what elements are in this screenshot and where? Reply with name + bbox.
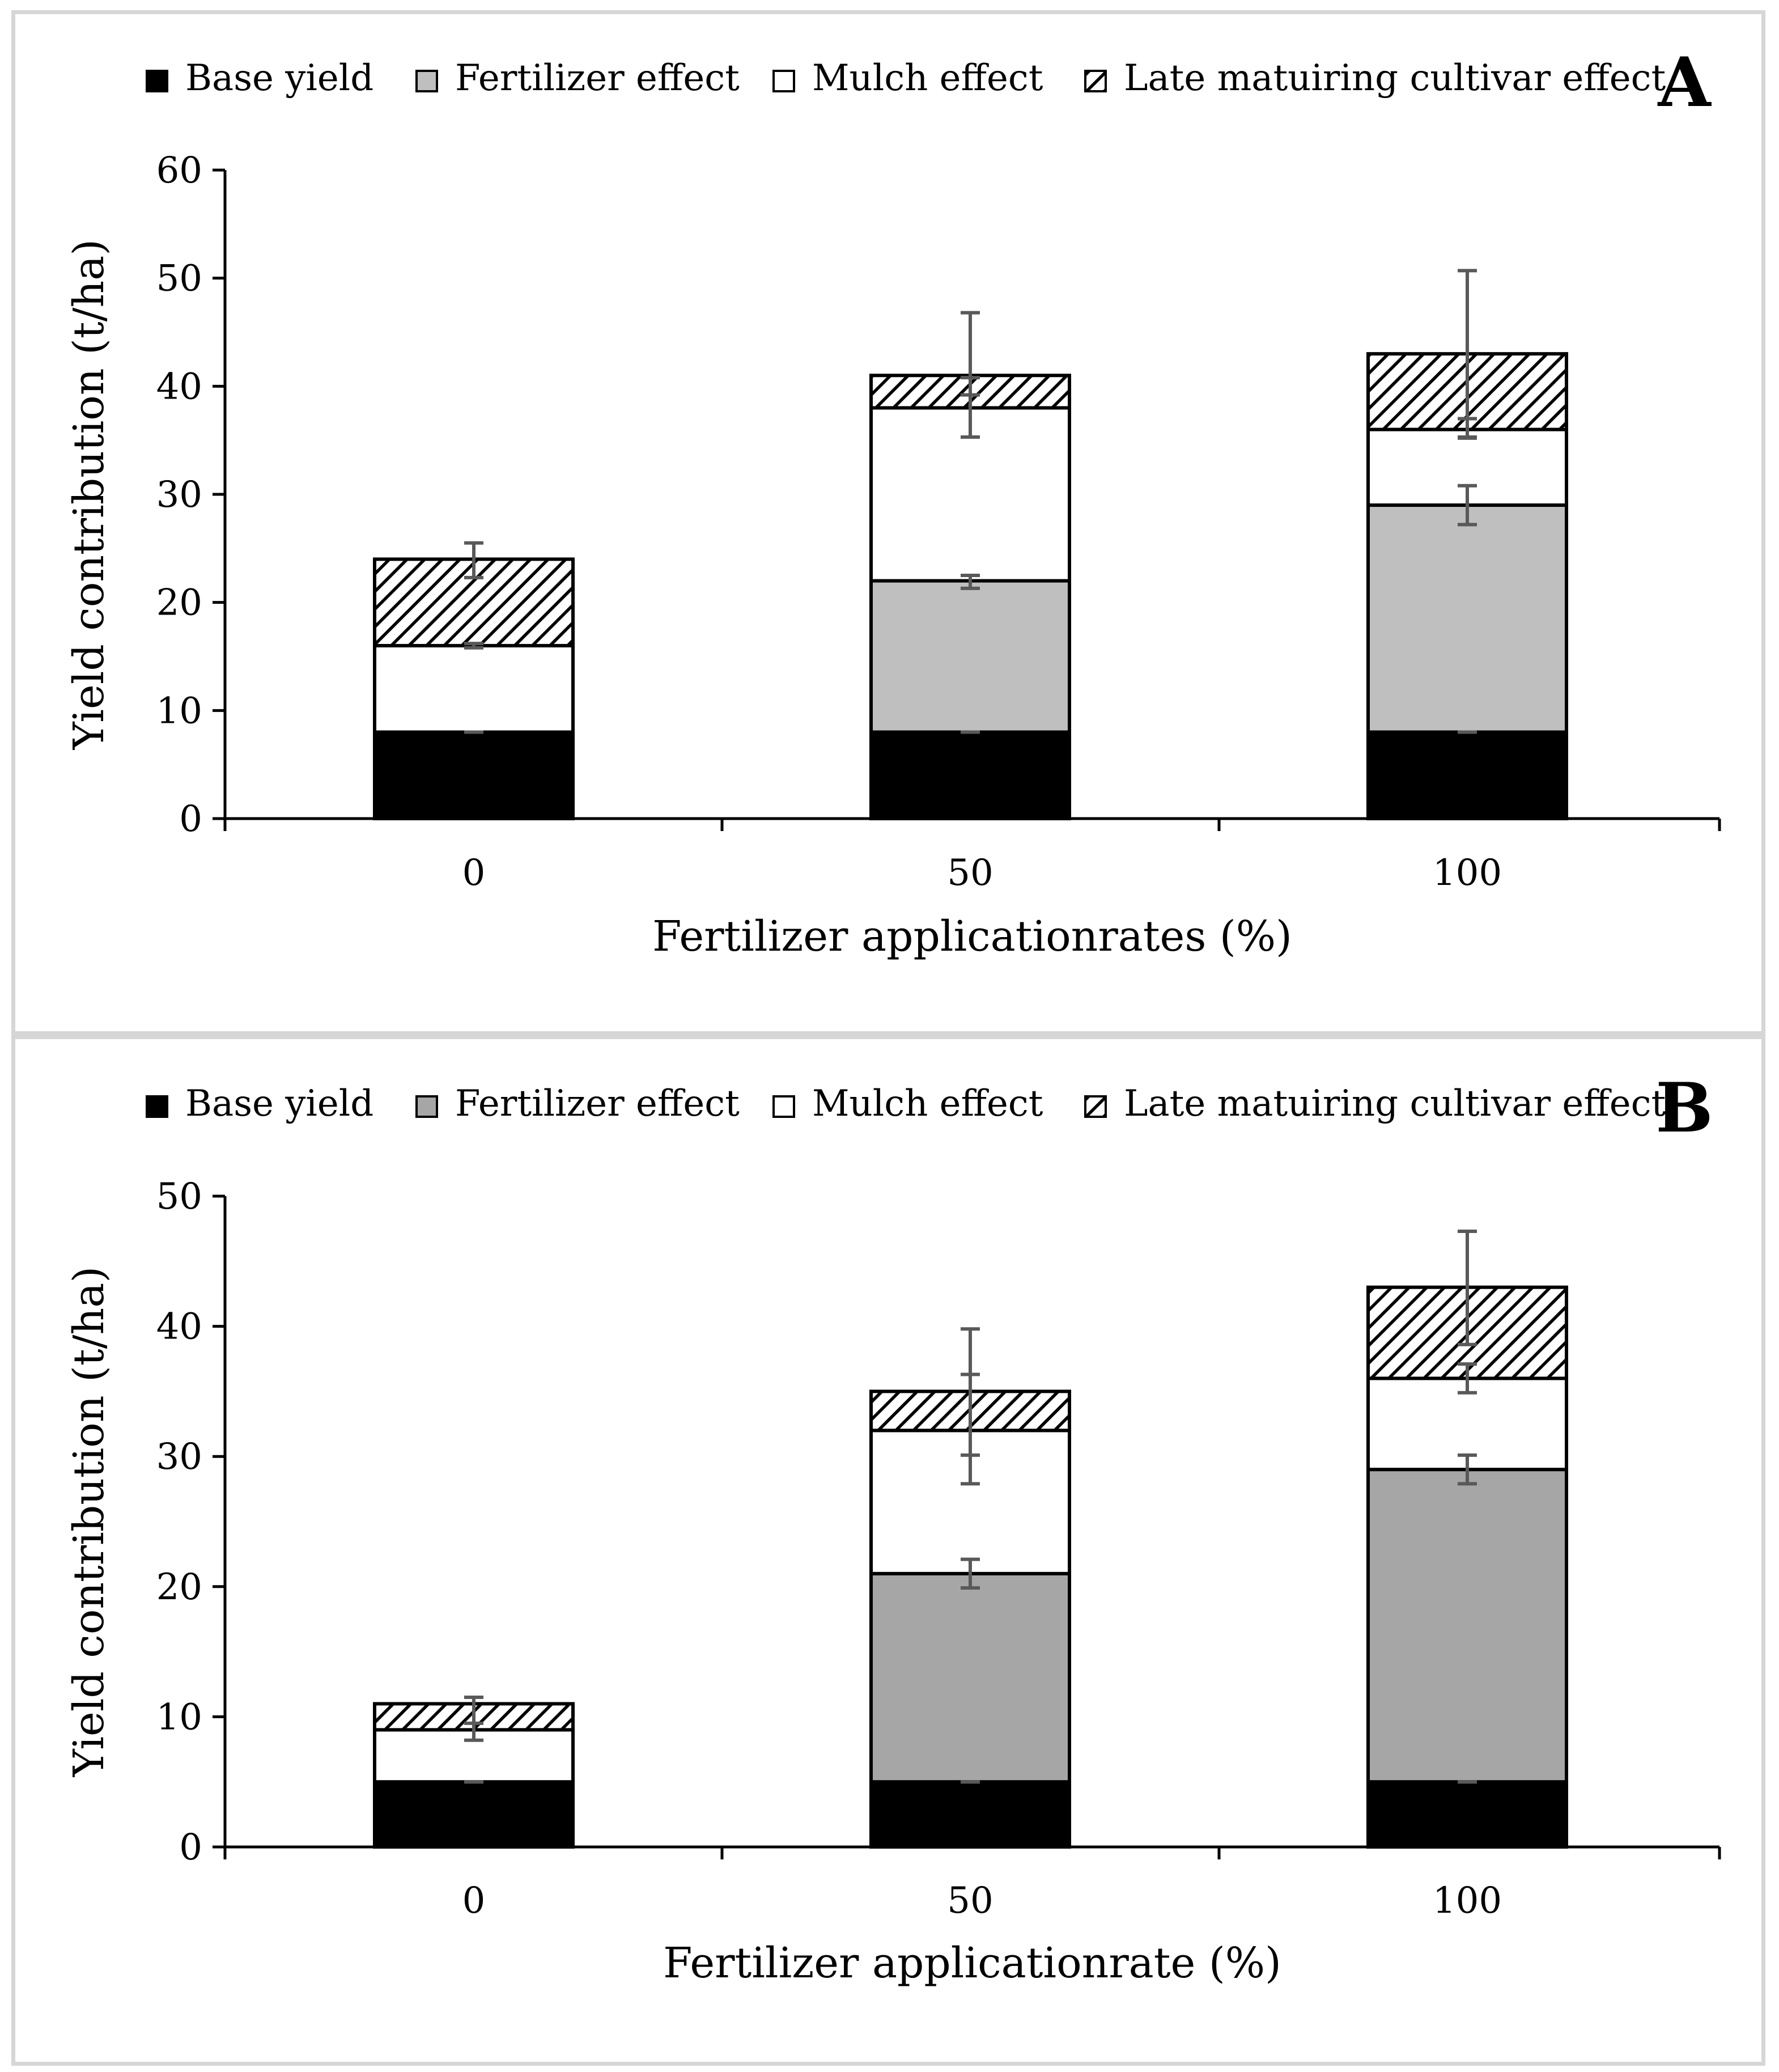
chart-b-legend-swatch-2	[772, 1095, 795, 1118]
chart-a-legend-swatch-2	[772, 70, 795, 92]
chart-a-y-axis-label: Yield contribution (t/ha)	[65, 239, 113, 750]
chart-a-y-tick-label-2: 20	[156, 582, 202, 624]
chart-a-x-tick-label-1: 50	[947, 852, 993, 894]
chart-b-x-tick-label-2: 100	[1433, 1880, 1502, 1922]
chart-b-y-tick-label-5: 50	[156, 1176, 202, 1218]
chart-a-x-axis-label: Fertilizer applicationrates (%)	[652, 912, 1292, 961]
chart-b-error-bar-1-1	[961, 1557, 980, 1590]
chart-b-error-bar-2-2	[1458, 1362, 1477, 1395]
chart-b-x-tick-label-0: 0	[462, 1880, 486, 1922]
chart-panel-b: Base yield Fertilizer effect Mulch effect L…	[11, 1035, 1765, 2066]
chart-b-y-axis-label: Yield contribution (t/ha)	[65, 1266, 113, 1777]
chart-a-bar-0-2	[1366, 730, 1568, 821]
chart-a-x-tick-label-0: 0	[462, 852, 486, 894]
chart-a-bar-0-1	[869, 730, 1071, 821]
chart-b-y-tick-label-3: 30	[156, 1436, 202, 1478]
chart-a-y-tick-label-4: 40	[156, 366, 202, 408]
chart-b-y-tick-label-1: 10	[156, 1696, 202, 1738]
chart-a-bar-0-0	[373, 730, 575, 821]
chart-b-legend-swatch-1	[415, 1095, 438, 1118]
chart-b-error-bar-3-1	[961, 1327, 980, 1457]
chart-b-bar-0-0	[373, 1780, 575, 1849]
chart-b-legend-label-1: Fertilizer effect	[455, 1083, 740, 1125]
chart-a-error-bar-1-2	[1458, 484, 1477, 527]
chart-b-legend-swatch-0	[146, 1095, 168, 1118]
chart-a-legend-swatch-0	[146, 70, 168, 92]
chart-a-bar-1-1	[869, 579, 1071, 734]
chart-b-legend-label-0: Base yield	[185, 1083, 373, 1125]
chart-b-legend-swatch-3	[1084, 1095, 1107, 1118]
chart-a-bar-1-2	[1366, 503, 1568, 734]
chart-a-legend-label-1: Fertilizer effect	[455, 57, 740, 99]
chart-a-legend-swatch-1	[415, 70, 438, 92]
chart-b-x-tick-label-1: 50	[947, 1880, 993, 1922]
chart-b-bar-1-2	[1366, 1468, 1568, 1784]
chart-b-bar-0-2	[1366, 1780, 1568, 1849]
chart-a-legend-label-2: Mulch effect	[812, 57, 1043, 99]
chart-a-x-tick-label-2: 100	[1433, 852, 1502, 894]
chart-a-y-tick-label-6: 60	[156, 150, 202, 192]
chart-a-legend-swatch-3	[1084, 70, 1107, 92]
chart-b-svg: Base yield Fertilizer effect Mulch effect L…	[65, 1068, 1721, 1988]
chart-a-bar-2-0	[373, 643, 575, 734]
chart-a-legend-label-0: Base yield	[185, 57, 373, 99]
chart-b-bar-1-1	[869, 1571, 1071, 1784]
chart-panel-a: Base yield Fertilizer effect Mulch effect L…	[11, 10, 1765, 1035]
chart-b-error-bar-3-2	[1458, 1229, 1477, 1346]
chart-b-legend-label-3: Late matuiring cultivar effect	[1124, 1083, 1666, 1125]
chart-b-error-bar-1-2	[1458, 1453, 1477, 1486]
chart-b-legend-label-2: Mulch effect	[812, 1083, 1043, 1125]
chart-a-error-bar-3-2	[1458, 269, 1477, 439]
chart-a-error-bar-2-0	[464, 642, 483, 650]
chart-a-error-bar-3-0	[464, 541, 483, 579]
chart-b-panel-letter: B	[1655, 1068, 1713, 1148]
chart-a-error-bar-1-1	[961, 574, 980, 590]
chart-b-y-tick-label-2: 20	[156, 1566, 202, 1608]
chart-a-error-bar-3-1	[961, 311, 980, 397]
chart-b-bar-0-1	[869, 1780, 1071, 1849]
chart-b-y-tick-label-0: 0	[179, 1827, 202, 1868]
chart-a-svg: Base yield Fertilizer effect Mulch effect L…	[65, 43, 1721, 961]
chart-a-y-tick-label-1: 10	[156, 690, 202, 732]
chart-a-legend-label-3: Late matuiring cultivar effect	[1124, 57, 1666, 99]
chart-b-error-bar-3-0	[464, 1695, 483, 1725]
chart-a-y-tick-label-3: 30	[156, 474, 202, 516]
chart-a-panel-letter: A	[1657, 43, 1712, 122]
chart-b-x-axis-label: Fertilizer applicationrate (%)	[663, 1939, 1281, 1988]
chart-a-y-tick-label-5: 50	[156, 258, 202, 300]
chart-b-y-tick-label-4: 40	[156, 1306, 202, 1348]
chart-a-y-tick-label-0: 0	[179, 798, 202, 840]
